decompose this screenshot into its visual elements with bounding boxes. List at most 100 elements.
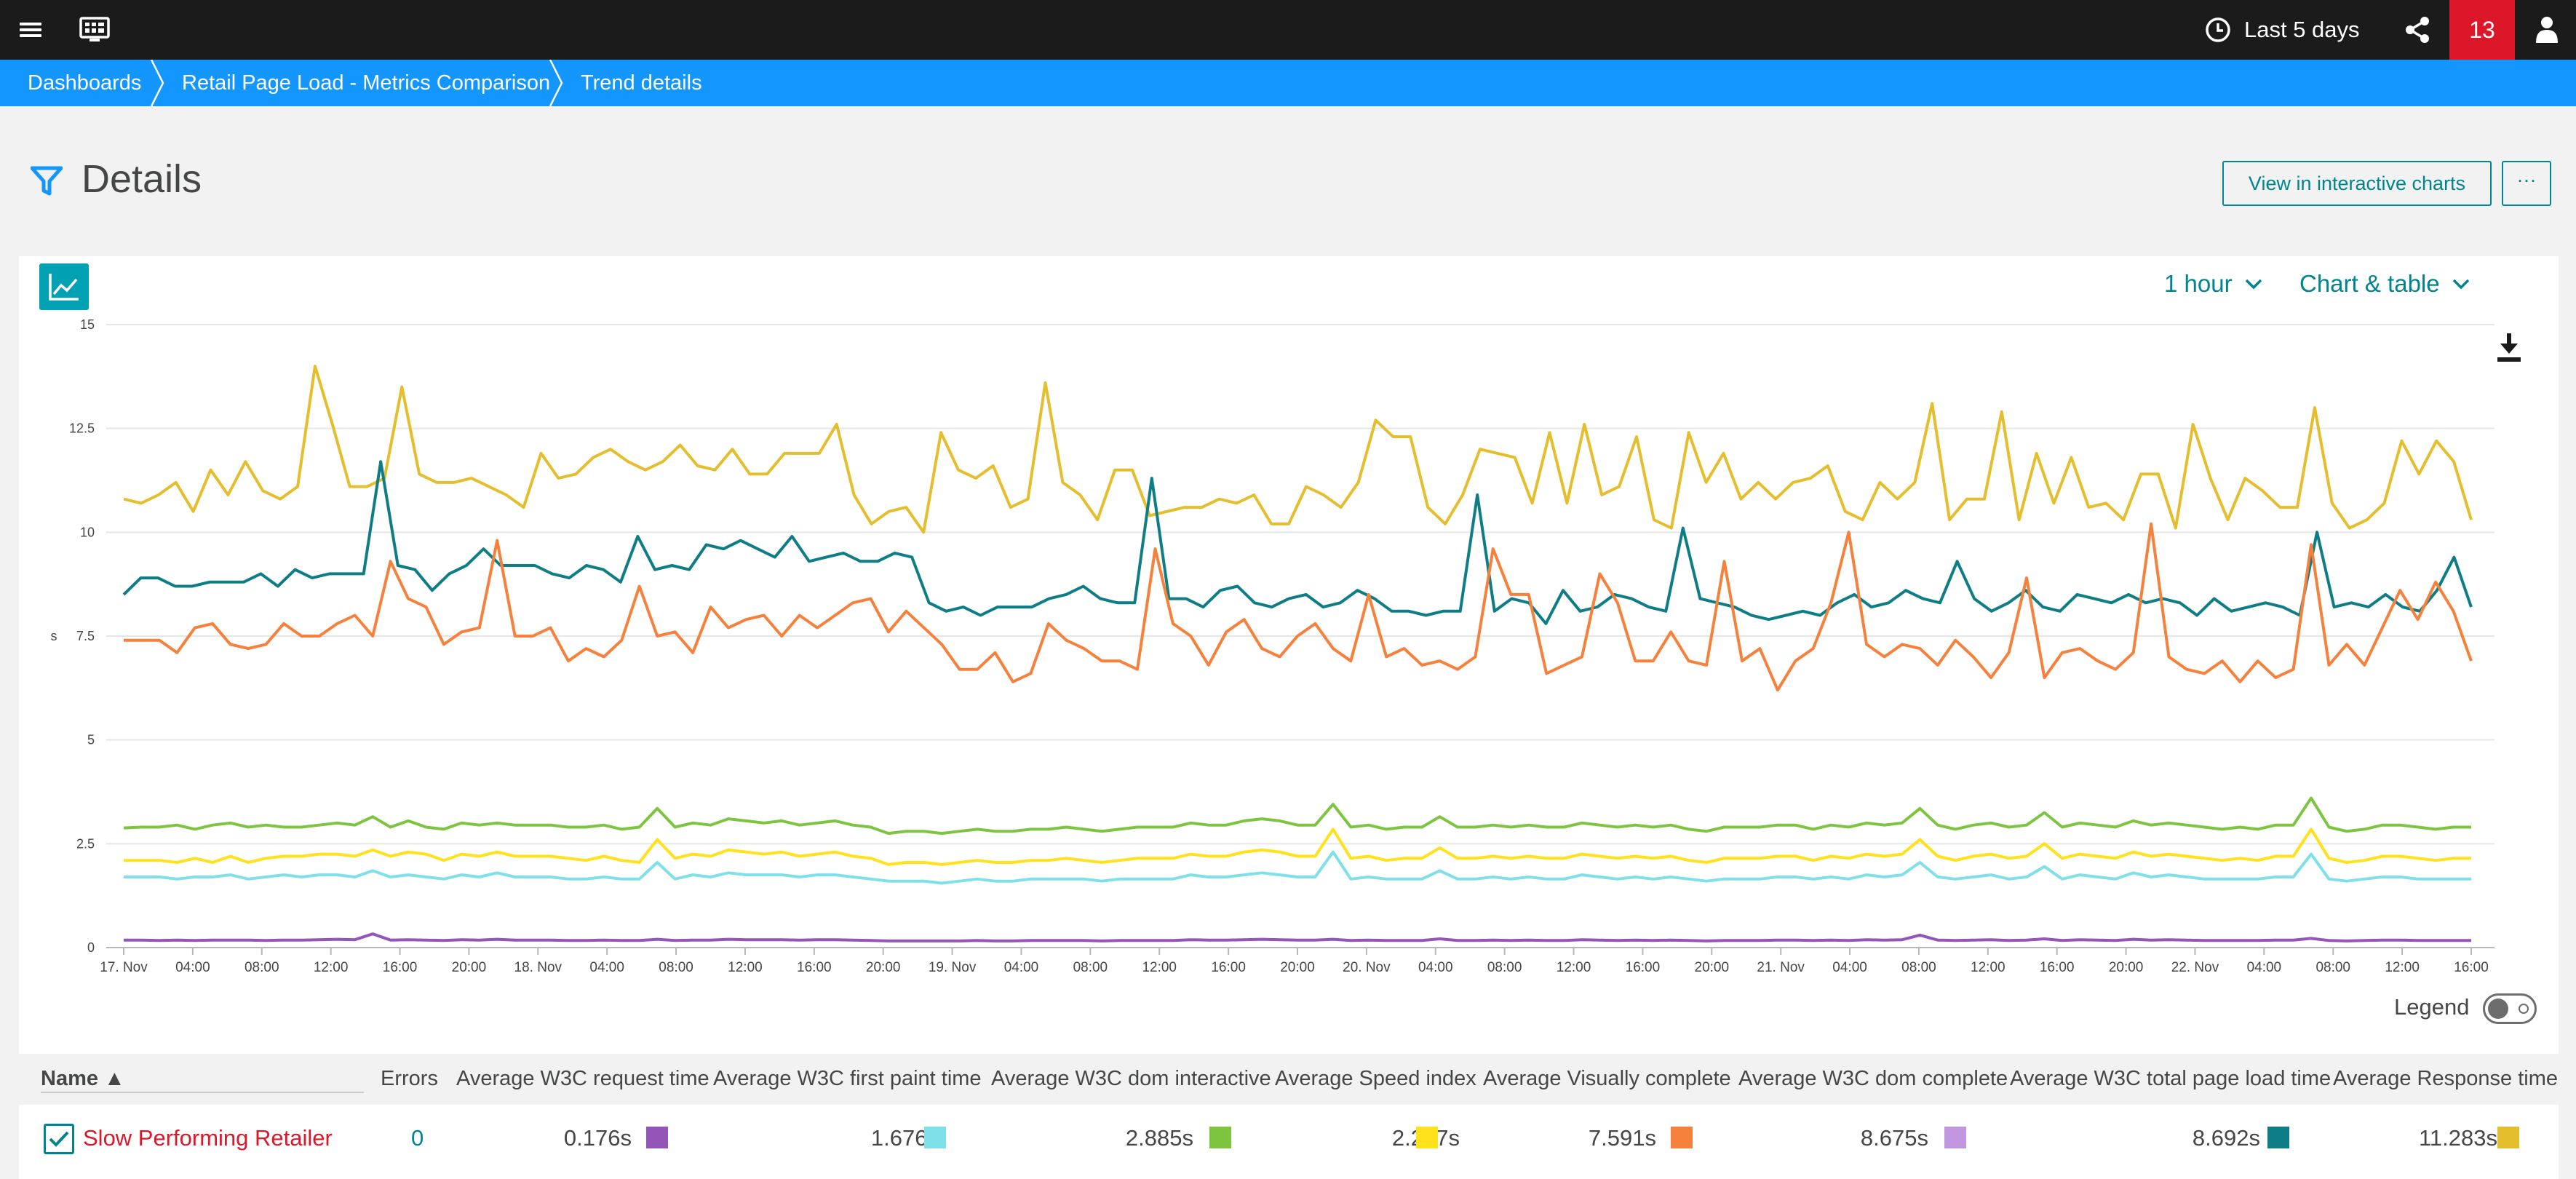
x-tick-label: 16:00 [2040,960,2075,975]
x-tick-label: 08:00 [245,960,279,975]
chevron-down-icon [2452,279,2469,290]
column-header-dom-complete[interactable]: Average W3C dom complete [1738,1067,2008,1090]
dashboard-icon[interactable] [73,0,116,60]
notification-badge[interactable]: 13 [2449,0,2515,60]
x-tick-label: 21. Nov [1757,960,1805,975]
series-swatch-dom-complete [1944,1127,1966,1148]
x-tick-label: 12:00 [2385,960,2420,975]
row-checkbox[interactable] [44,1124,74,1154]
column-header-request-time[interactable]: Average W3C request time [456,1067,709,1090]
resolution-dropdown[interactable]: 1 hour [2164,266,2263,302]
more-options-button[interactable]: ··· [2502,161,2551,206]
breadcrumb: Dashboards Retail Page Load - Metrics Co… [0,60,2576,106]
page-title: Details [82,157,202,201]
series-swatch-first-paint [924,1127,946,1148]
y-tick-label: 15 [80,317,95,332]
x-tick-label: 20:00 [1280,960,1315,975]
clock-icon [2206,17,2230,42]
view-interactive-charts-button[interactable]: View in interactive charts [2222,161,2492,206]
download-icon[interactable] [2494,332,2524,364]
x-tick-label: 16:00 [1211,960,1246,975]
x-tick-label: 16:00 [2454,960,2489,975]
series-line [124,827,2471,866]
row-errors[interactable]: 0 [411,1125,424,1151]
x-tick-label: 04:00 [1004,960,1039,975]
x-tick-label: 18. Nov [514,960,562,975]
x-tick-label: 20:00 [866,960,901,975]
x-tick-label: 12:00 [1557,960,1591,975]
filter-icon[interactable] [31,166,63,196]
series-line [124,932,2471,942]
x-tick-label: 08:00 [1073,960,1108,975]
series-line [124,522,2473,692]
toggle-knob [2488,999,2508,1019]
view-mode-label: Chart & table [2299,270,2440,297]
timeframe-selector[interactable]: Last 5 days [2205,0,2360,60]
resolution-label: 1 hour [2164,270,2233,297]
breadcrumb-retail-page-load[interactable]: Retail Page Load - Metrics Comparison [182,71,551,95]
row-name-link[interactable]: Slow Performing Retailer [83,1125,333,1151]
user-icon[interactable] [2525,0,2569,60]
breadcrumb-separator-icon [150,60,164,106]
breadcrumb-dashboards[interactable]: Dashboards [28,71,142,95]
series-line [123,365,2473,534]
column-header-total-load[interactable]: Average W3C total page load time [2010,1067,2331,1090]
column-header-name[interactable]: Name ▲ [41,1067,125,1090]
x-tick-label: 08:00 [2315,960,2350,975]
menu-icon[interactable] [13,0,48,60]
column-header-visually-complete[interactable]: Average Visually complete [1483,1067,1731,1090]
row-request-time: 0.176s [563,1125,632,1151]
series-swatch-visually-complete [1671,1127,1693,1148]
series-swatch-total-load [2267,1127,2289,1148]
x-tick-label: 04:00 [1832,960,1867,975]
breadcrumb-separator-icon [549,60,563,106]
x-tick-label: 20. Nov [1343,960,1391,975]
legend-toggle[interactable] [2483,993,2537,1024]
row-dom-interactive: 2.885s [1125,1125,1193,1151]
y-tick-label: 5 [87,733,95,747]
top-bar: Last 5 days 13 [0,0,2576,60]
x-tick-label: 16:00 [797,960,832,975]
y-tick-label: 7.5 [76,629,95,643]
chart-panel [19,256,2559,1179]
table-row [19,1105,2559,1179]
column-header-response-time[interactable]: Average Response time [2333,1067,2558,1090]
x-axis: 17. Nov 04:00 08:00 12:00 16:00 20:00 18. Nov 0… [100,948,2489,975]
x-tick-label: 04:00 [2247,960,2282,975]
series-swatch-request [646,1127,668,1148]
column-header-dom-interactive[interactable]: Average W3C dom interactive [991,1067,1271,1090]
x-tick-label: 20:00 [452,960,487,975]
y-axis: 0 2.5 5 7.5 10 12.5 15 [69,317,95,955]
series-line [122,460,2473,625]
line-chart-icon[interactable] [39,263,89,310]
view-mode-dropdown[interactable]: Chart & table [2299,266,2470,302]
x-tick-label: 12:00 [1971,960,2005,975]
column-header-errors[interactable]: Errors [381,1067,438,1090]
x-tick-label: 04:00 [589,960,624,975]
share-icon[interactable] [2401,0,2433,60]
x-tick-label: 17. Nov [100,960,148,975]
chart-grid [106,324,2494,948]
x-tick-label: 08:00 [659,960,693,975]
y-tick-label: 12.5 [69,421,95,436]
column-header-first-paint[interactable]: Average W3C first paint time [713,1067,982,1090]
x-tick-label: 16:00 [383,960,418,975]
row-visually-complete: 7.591s [1588,1125,1656,1151]
chart-series [122,365,2473,942]
column-header-speed-index[interactable]: Average Speed index [1275,1067,1476,1090]
x-tick-label: 20:00 [1695,960,1730,975]
row-dom-complete: 8.675s [1860,1125,1928,1151]
x-tick-label: 04:00 [1418,960,1453,975]
x-tick-label: 20:00 [2109,960,2144,975]
legend-label: Legend [2394,994,2470,1020]
x-tick-label: 04:00 [175,960,210,975]
x-tick-label: 08:00 [1487,960,1522,975]
series-line [124,850,2471,885]
divider [41,1092,364,1093]
timeframe-label: Last 5 days [2244,17,2360,42]
table-header [19,1054,2559,1105]
checkmark-icon [49,1131,69,1147]
row-response-time: 11.283s [2418,1125,2497,1151]
row-total-load: 8.692s [2192,1125,2260,1151]
y-tick-label: 10 [80,525,95,539]
